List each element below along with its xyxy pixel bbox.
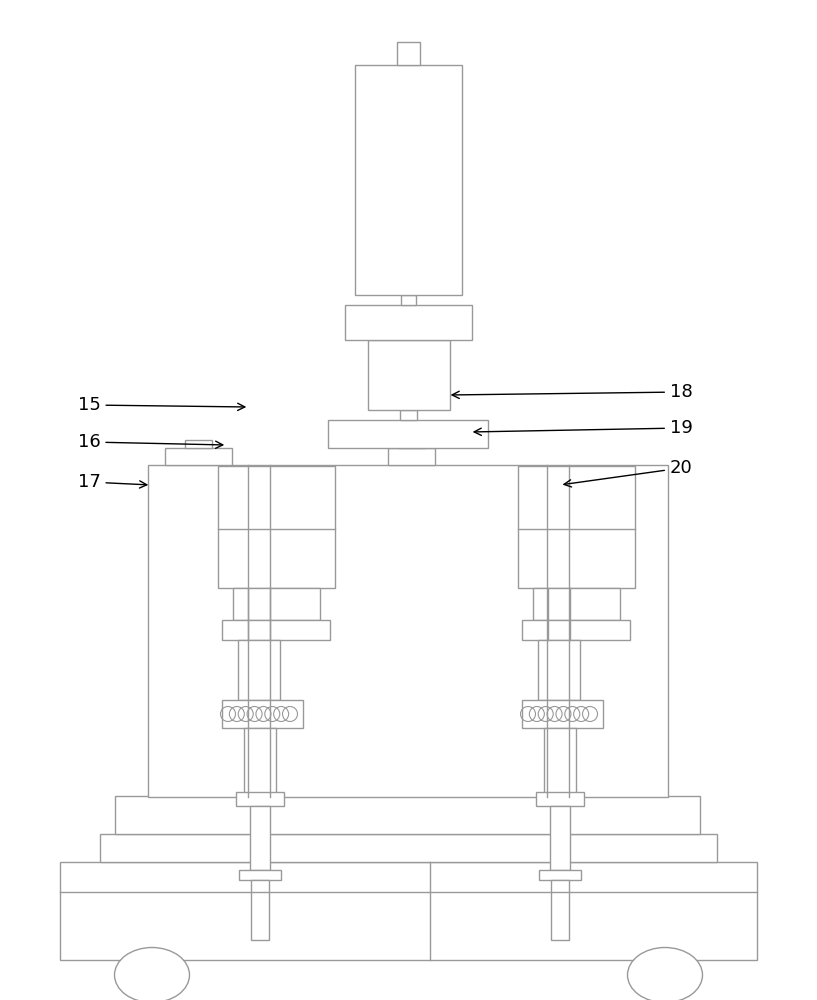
Bar bbox=[544, 728, 576, 800]
Text: 19: 19 bbox=[474, 419, 693, 437]
Bar bbox=[398, 440, 425, 448]
Bar bbox=[345, 305, 472, 340]
Bar bbox=[251, 880, 269, 940]
Bar bbox=[222, 620, 330, 640]
Bar bbox=[218, 466, 335, 588]
Text: 15: 15 bbox=[78, 396, 245, 414]
Bar bbox=[185, 440, 212, 448]
Bar bbox=[522, 620, 630, 640]
Bar bbox=[551, 880, 569, 940]
Bar bbox=[533, 588, 620, 620]
Bar bbox=[355, 65, 462, 295]
Bar bbox=[539, 870, 581, 880]
Bar bbox=[522, 700, 603, 728]
Text: 20: 20 bbox=[564, 459, 693, 487]
Bar bbox=[250, 806, 270, 870]
Bar bbox=[233, 588, 320, 620]
Bar bbox=[400, 410, 417, 420]
Bar bbox=[401, 295, 416, 305]
Ellipse shape bbox=[627, 948, 703, 1000]
Bar bbox=[236, 792, 284, 806]
Bar bbox=[239, 870, 281, 880]
Bar bbox=[60, 862, 757, 960]
Ellipse shape bbox=[114, 948, 190, 1000]
Bar bbox=[538, 640, 580, 700]
Bar bbox=[550, 806, 570, 870]
Bar bbox=[518, 466, 635, 588]
Bar bbox=[165, 448, 232, 465]
Text: 17: 17 bbox=[78, 473, 147, 491]
Text: 18: 18 bbox=[452, 383, 693, 401]
Bar bbox=[115, 796, 700, 834]
Bar bbox=[100, 834, 717, 862]
Bar bbox=[148, 465, 668, 797]
Bar bbox=[222, 700, 303, 728]
Bar bbox=[388, 448, 435, 465]
Bar bbox=[536, 792, 584, 806]
Bar bbox=[368, 340, 450, 410]
Bar bbox=[328, 420, 488, 448]
Bar bbox=[244, 728, 276, 800]
Bar bbox=[238, 640, 280, 700]
Text: 16: 16 bbox=[78, 433, 223, 451]
Bar bbox=[397, 42, 420, 65]
